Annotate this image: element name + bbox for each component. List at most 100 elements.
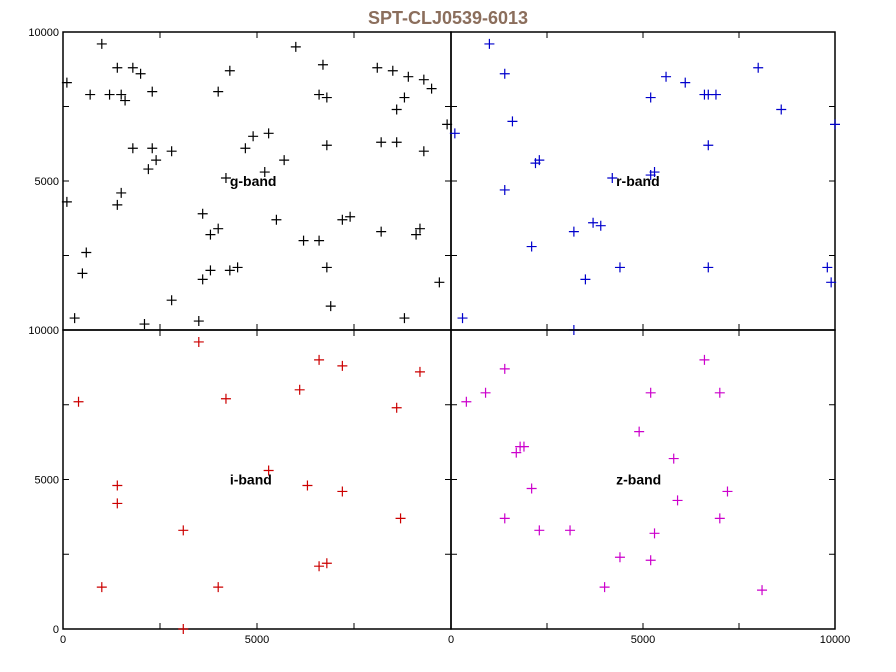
data-point-r-band: [457, 313, 468, 324]
data-point-r-band: [449, 128, 460, 139]
data-point-g-band: [143, 164, 154, 175]
data-point-g-band: [259, 167, 270, 178]
panel-z-band: z-band 0 5000 10000: [448, 329, 850, 646]
y-tick-label: 0: [53, 624, 59, 636]
data-point-r-band: [753, 62, 764, 73]
y-tick-label: 10000: [28, 325, 59, 337]
data-point-g-band: [411, 229, 422, 240]
data-point-i-band: [414, 366, 425, 377]
data-point-g-band: [147, 143, 158, 154]
data-point-r-band: [776, 104, 787, 115]
data-point-z-band: [511, 447, 522, 458]
data-point-z-band: [565, 525, 576, 536]
data-point-z-band: [649, 528, 660, 539]
data-point-g-band: [166, 146, 177, 157]
data-point-g-band: [325, 301, 336, 312]
data-point-i-band: [178, 624, 189, 634]
data-point-i-band: [302, 480, 313, 491]
data-point-g-band: [151, 155, 162, 166]
data-point-g-band: [116, 187, 127, 198]
data-point-r-band: [822, 262, 833, 273]
data-point-z-band: [714, 513, 725, 524]
data-point-i-band: [96, 582, 107, 593]
data-point-z-band: [722, 486, 733, 497]
data-point-r-band: [607, 173, 618, 184]
panel-i-band: i-band 0 5000 10000 0 5000: [28, 325, 452, 646]
data-point-g-band: [337, 214, 348, 225]
data-point-i-band: [193, 336, 204, 347]
data-point-g-band: [418, 74, 429, 85]
data-point-z-band: [526, 483, 537, 494]
data-point-r-band: [580, 274, 591, 285]
data-point-i-band: [294, 384, 305, 395]
data-point-z-band: [599, 582, 610, 593]
panel-r-band: r-band: [449, 31, 840, 335]
data-point-z-band: [699, 354, 710, 365]
data-point-i-band: [213, 582, 224, 593]
data-point-g-band: [77, 268, 88, 279]
data-point-g-band: [220, 173, 231, 184]
data-point-r-band: [526, 241, 537, 252]
data-point-g-band: [391, 104, 402, 115]
x-tick-label: 0: [448, 634, 454, 646]
data-point-g-band: [127, 62, 138, 73]
data-point-r-band: [645, 92, 656, 103]
data-point-r-band: [507, 116, 518, 127]
band-label-z-band: z-band: [616, 472, 661, 488]
data-point-r-band: [680, 77, 691, 88]
data-point-g-band: [213, 223, 224, 234]
band-label-r-band: r-band: [616, 173, 660, 189]
data-point-r-band: [568, 226, 579, 237]
y-tick-label: 5000: [35, 176, 59, 188]
data-point-r-band: [645, 170, 656, 181]
data-point-g-band: [426, 83, 437, 94]
data-point-r-band: [484, 38, 495, 49]
data-point-g-band: [213, 86, 224, 97]
data-point-g-band: [317, 59, 328, 70]
x-tick-label: 5000: [245, 634, 269, 646]
data-point-r-band: [710, 89, 721, 100]
data-point-z-band: [645, 387, 656, 398]
y-tick-label: 5000: [35, 475, 59, 487]
data-point-g-band: [321, 140, 332, 151]
data-point-i-band: [112, 498, 123, 509]
band-label-i-band: i-band: [230, 472, 272, 488]
data-point-g-band: [314, 89, 325, 100]
data-point-r-band: [499, 184, 510, 195]
data-point-i-band: [337, 486, 348, 497]
data-point-g-band: [224, 65, 235, 76]
data-point-g-band: [116, 89, 127, 100]
data-point-g-band: [224, 265, 235, 276]
data-point-z-band: [634, 426, 645, 437]
data-point-i-band: [391, 402, 402, 413]
data-point-r-band: [534, 155, 545, 166]
data-point-z-band: [480, 387, 491, 398]
data-point-g-band: [135, 68, 146, 79]
data-point-z-band: [714, 387, 725, 398]
data-point-g-band: [345, 211, 356, 222]
data-point-g-band: [147, 86, 158, 97]
data-point-r-band: [661, 71, 672, 82]
data-point-g-band: [61, 196, 72, 207]
data-point-z-band: [645, 555, 656, 566]
data-point-r-band: [595, 220, 606, 231]
data-point-g-band: [232, 262, 243, 273]
data-point-g-band: [96, 38, 107, 49]
data-point-g-band: [418, 146, 429, 157]
data-point-z-band: [499, 513, 510, 524]
data-point-r-band: [703, 262, 714, 273]
data-point-z-band: [518, 441, 529, 452]
data-point-g-band: [414, 223, 425, 234]
data-point-r-band: [826, 277, 837, 288]
data-point-g-band: [240, 143, 251, 154]
data-point-g-band: [387, 65, 398, 76]
data-point-g-band: [399, 313, 410, 324]
data-point-g-band: [205, 265, 216, 276]
data-point-i-band: [395, 513, 406, 524]
data-point-g-band: [197, 208, 208, 219]
data-point-g-band: [81, 247, 92, 258]
data-point-z-band: [757, 585, 768, 596]
data-point-i-band: [178, 525, 189, 536]
data-point-g-band: [403, 71, 414, 82]
